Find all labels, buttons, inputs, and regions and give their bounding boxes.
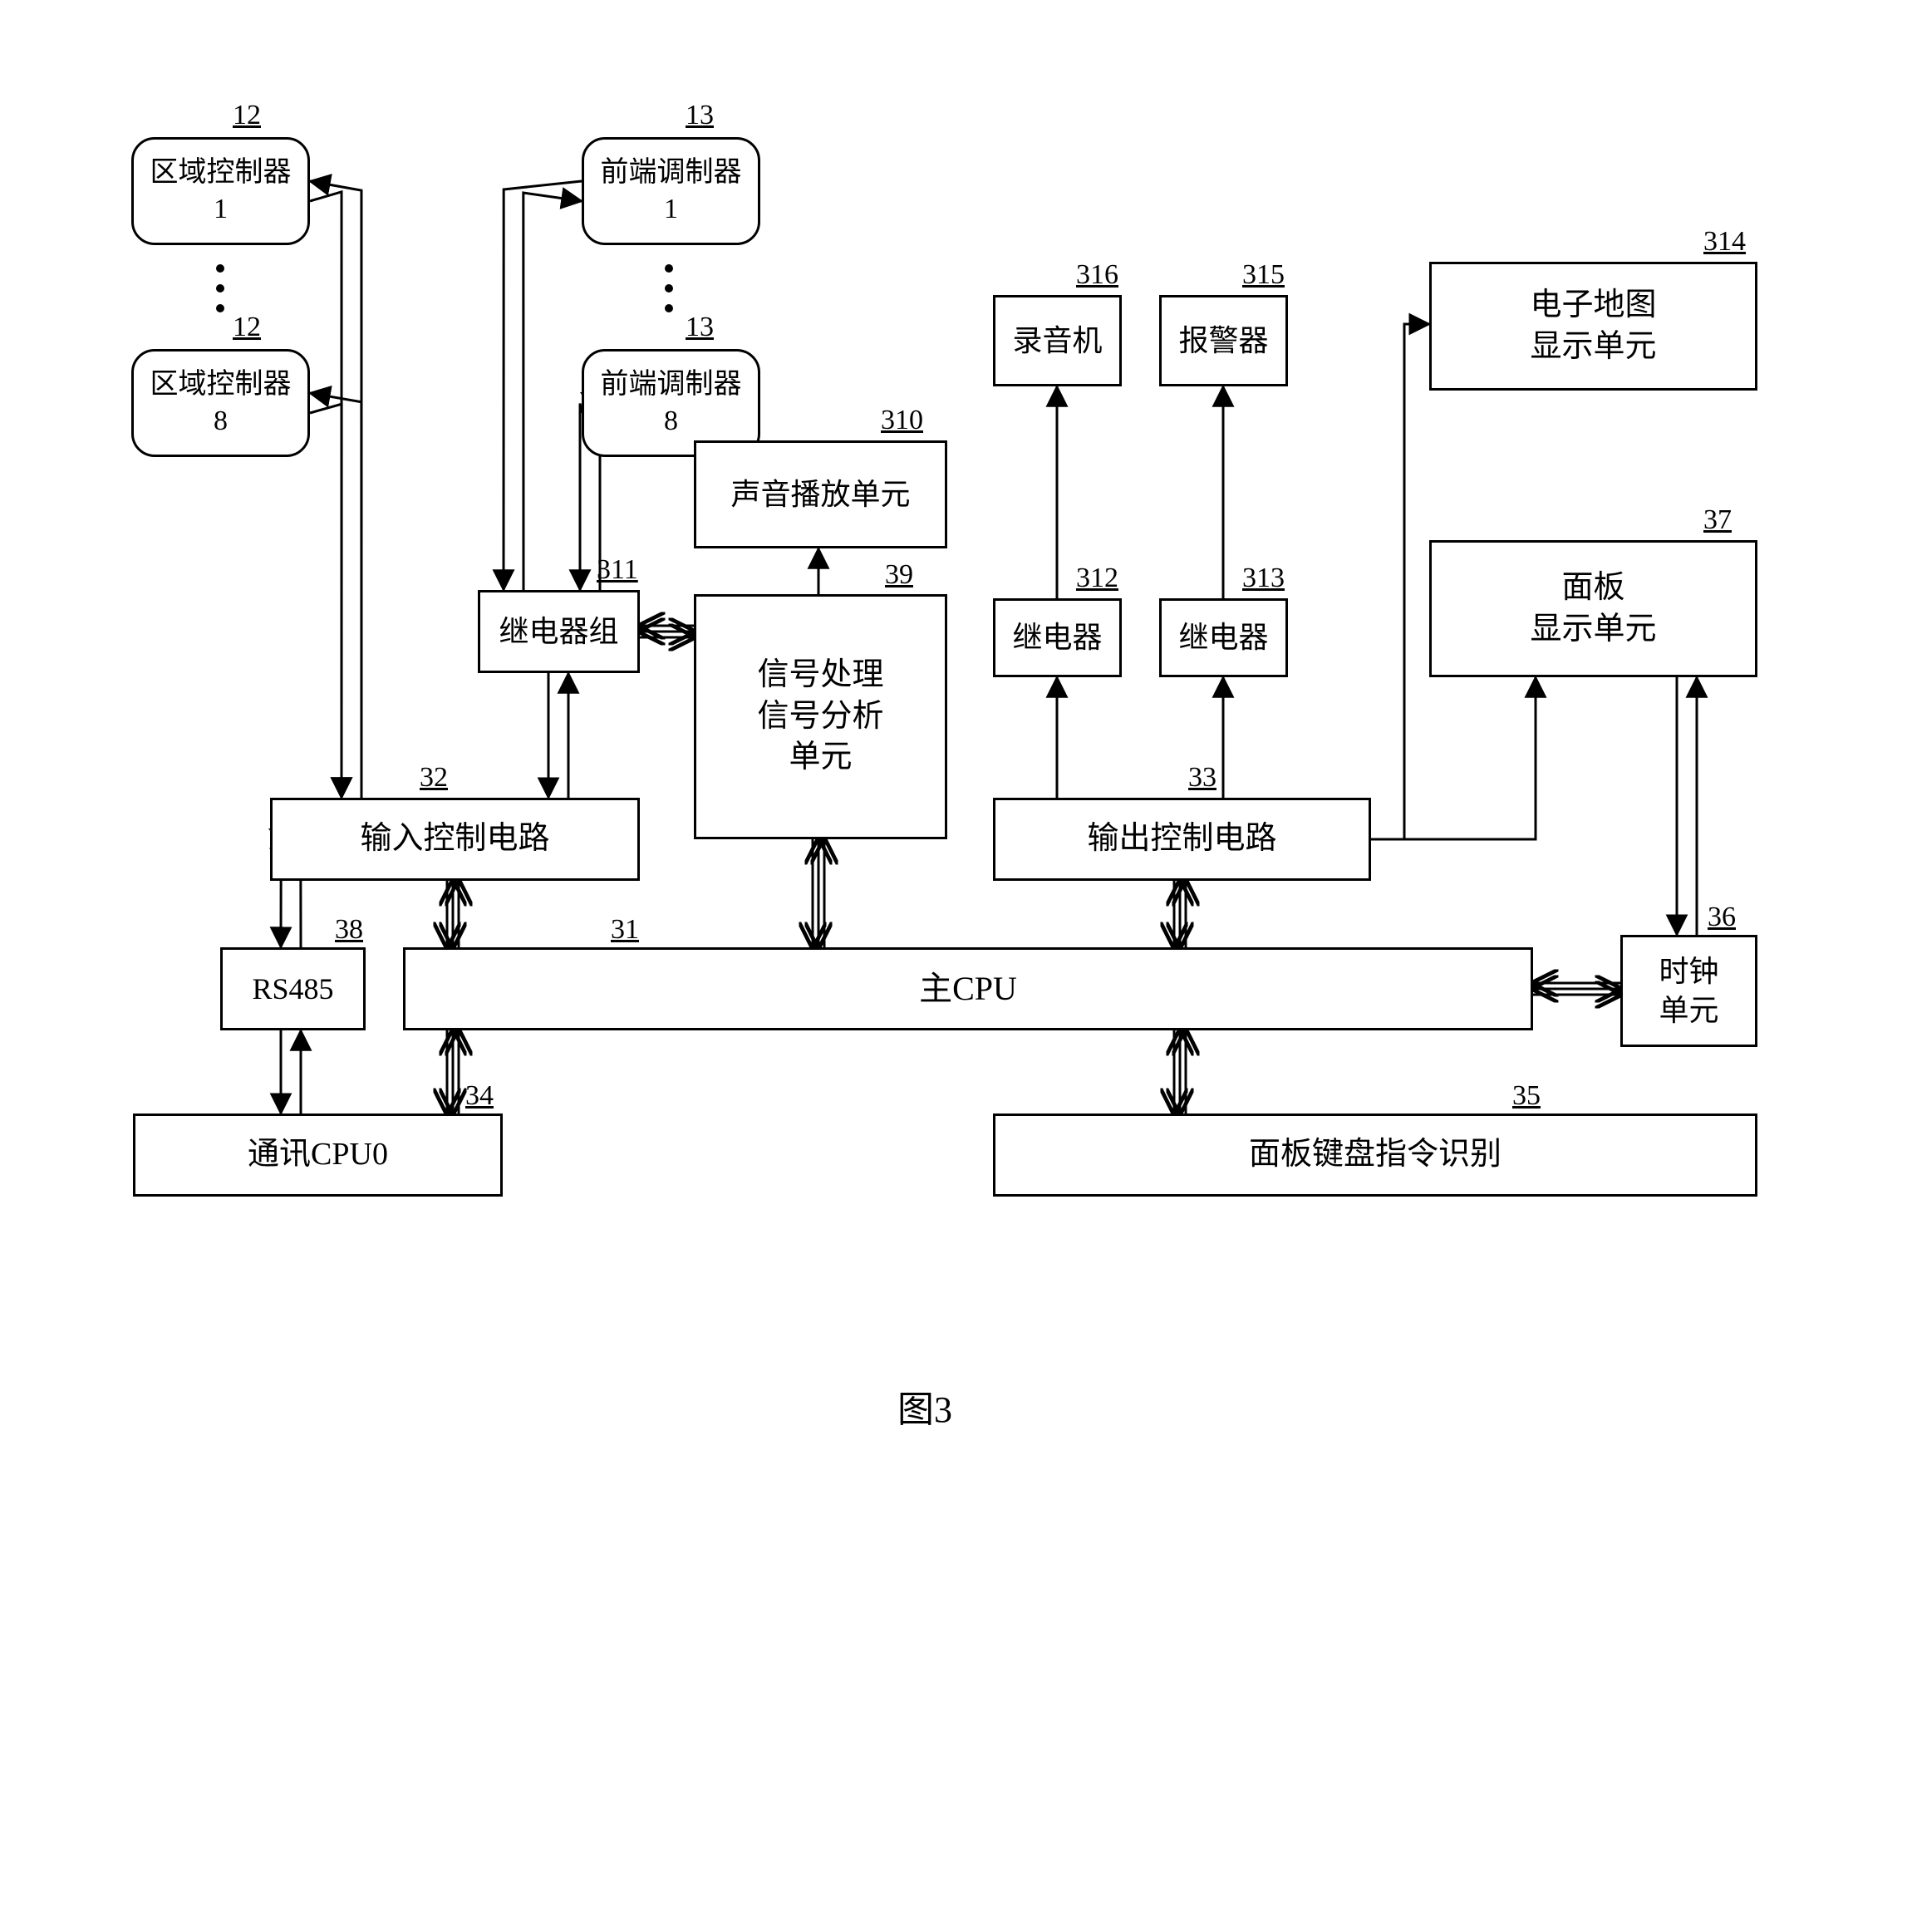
block-relay_313-line0: 继电器 xyxy=(1178,618,1268,657)
block-relay_312: 继电器 xyxy=(993,598,1122,677)
block-zone_ctrl_8-line1: 8 xyxy=(214,403,228,440)
block-panel_disp: 面板显示单元 xyxy=(1429,540,1757,677)
block-recorder-line0: 录音机 xyxy=(1012,322,1102,361)
block-zone_ctrl_1-line1: 1 xyxy=(214,191,228,228)
block-emap-line1: 显示单元 xyxy=(1530,327,1656,367)
ref-relay_313: 313 xyxy=(1242,563,1285,594)
block-fe_mod_1: 前端调制器1 xyxy=(582,137,760,245)
figure-caption: 图3 xyxy=(897,1379,952,1433)
block-relay_grp: 继电器组 xyxy=(478,590,640,673)
ref-sig_unit: 39 xyxy=(885,559,913,591)
ref-rs485: 38 xyxy=(335,914,363,946)
block-out_ctrl-line0: 输出控制电路 xyxy=(1087,819,1276,859)
block-panel_disp-line1: 显示单元 xyxy=(1530,609,1656,650)
block-clock: 时钟单元 xyxy=(1620,935,1757,1047)
block-relay_grp-line0: 继电器组 xyxy=(499,612,618,651)
block-sig_unit-line1: 信号分析 xyxy=(757,696,883,737)
block-clock-line0: 时钟 xyxy=(1659,952,1718,991)
block-zone_ctrl_1-line0: 区域控制器 xyxy=(150,155,292,191)
ref-zone_ctrl_8: 12 xyxy=(233,312,261,343)
block-sound_unit-line0: 声音播放单元 xyxy=(730,475,910,514)
block-out_ctrl: 输出控制电路 xyxy=(993,798,1371,881)
ref-relay_312: 312 xyxy=(1076,563,1118,594)
block-fe_mod_1-line1: 1 xyxy=(664,191,678,228)
ref-emap: 314 xyxy=(1703,226,1746,258)
block-comm_cpu: 通讯CPU0 xyxy=(133,1113,503,1197)
block-panel_disp-line0: 面板 xyxy=(1561,568,1624,608)
block-alarm-line0: 报警器 xyxy=(1178,322,1268,361)
ellipsis-0 xyxy=(216,264,224,312)
block-comm_cpu-line0: 通讯CPU0 xyxy=(248,1134,388,1175)
block-sound_unit: 声音播放单元 xyxy=(694,440,947,548)
block-main_cpu: 主CPU xyxy=(403,947,1533,1030)
ref-panel_disp: 37 xyxy=(1703,504,1732,536)
block-kbd_rec-line0: 面板键盘指令识别 xyxy=(1249,1134,1502,1175)
ref-relay_grp: 311 xyxy=(597,554,638,586)
block-zone_ctrl_8-line0: 区域控制器 xyxy=(150,366,292,403)
ref-alarm: 315 xyxy=(1242,259,1285,291)
ref-in_ctrl: 32 xyxy=(420,762,448,794)
ref-recorder: 316 xyxy=(1076,259,1118,291)
block-emap: 电子地图显示单元 xyxy=(1429,262,1757,391)
block-recorder: 录音机 xyxy=(993,295,1122,386)
block-relay_312-line0: 继电器 xyxy=(1012,618,1102,657)
ref-out_ctrl: 33 xyxy=(1188,762,1216,794)
block-fe_mod_8-line1: 8 xyxy=(664,403,678,440)
ref-comm_cpu: 34 xyxy=(465,1080,494,1112)
block-sig_unit-line0: 信号处理 xyxy=(757,655,883,696)
ref-kbd_rec: 35 xyxy=(1512,1080,1541,1112)
block-in_ctrl-line0: 输入控制电路 xyxy=(360,819,549,859)
ref-sound_unit: 310 xyxy=(881,405,923,436)
block-kbd_rec: 面板键盘指令识别 xyxy=(993,1113,1757,1197)
ref-zone_ctrl_1: 12 xyxy=(233,100,261,131)
block-relay_313: 继电器 xyxy=(1159,598,1288,677)
block-sig_unit: 信号处理信号分析单元 xyxy=(694,594,947,839)
ref-fe_mod_1: 13 xyxy=(686,100,714,131)
block-zone_ctrl_1: 区域控制器1 xyxy=(131,137,310,245)
ref-fe_mod_8: 13 xyxy=(686,312,714,343)
block-fe_mod_8-line0: 前端调制器 xyxy=(601,366,742,403)
block-clock-line1: 单元 xyxy=(1659,991,1718,1030)
block-rs485: RS485 xyxy=(220,947,366,1030)
ref-main_cpu: 31 xyxy=(611,914,639,946)
block-in_ctrl: 输入控制电路 xyxy=(270,798,640,881)
block-sig_unit-line2: 单元 xyxy=(789,737,852,778)
block-zone_ctrl_8: 区域控制器8 xyxy=(131,349,310,457)
ref-clock: 36 xyxy=(1708,902,1736,933)
diagram-canvas: 图3 区域控制器112区域控制器812前端调制器113前端调制器813声音播放单… xyxy=(0,0,1907,1932)
block-fe_mod_1-line0: 前端调制器 xyxy=(601,155,742,191)
block-emap-line0: 电子地图 xyxy=(1530,285,1656,326)
ellipsis-1 xyxy=(665,264,673,312)
block-alarm: 报警器 xyxy=(1159,295,1288,386)
block-main_cpu-line0: 主CPU xyxy=(919,967,1017,1010)
block-rs485-line0: RS485 xyxy=(252,970,333,1009)
